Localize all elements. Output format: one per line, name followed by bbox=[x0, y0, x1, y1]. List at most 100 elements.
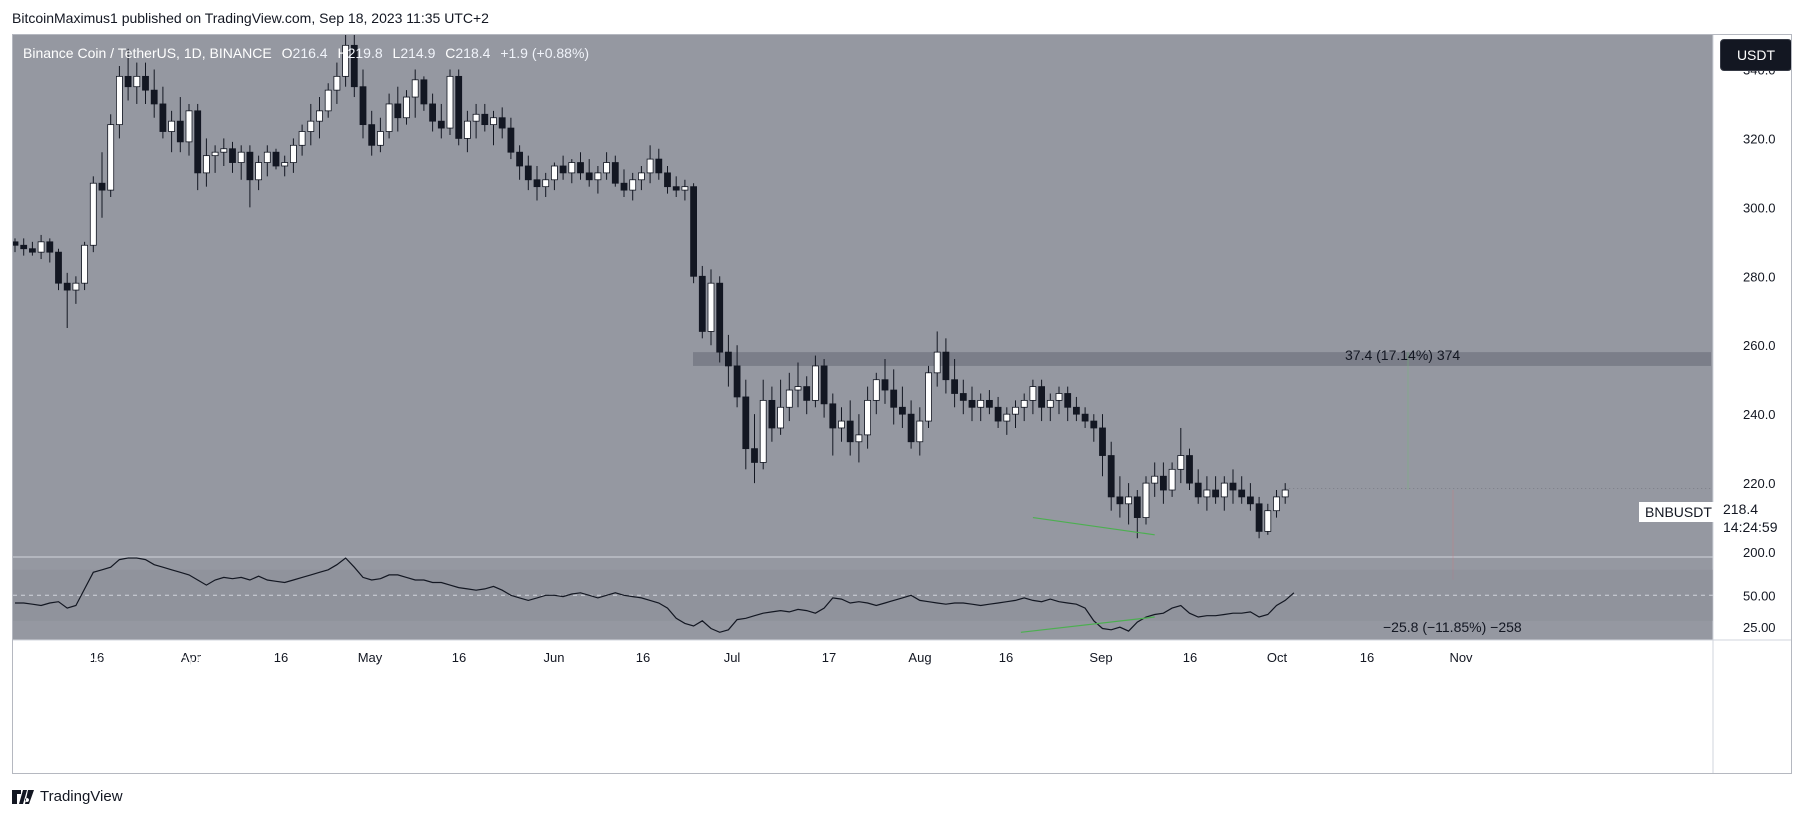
candle-body bbox=[229, 148, 236, 163]
candle-body bbox=[890, 389, 898, 408]
symbol-legend: Binance Coin / TetherUS, 1D, BINANCE O21… bbox=[23, 45, 589, 61]
candle-body bbox=[220, 148, 228, 153]
candle-body bbox=[986, 399, 993, 408]
candle-body bbox=[1255, 503, 1263, 532]
candle-body bbox=[542, 179, 550, 188]
candle-body bbox=[507, 127, 515, 153]
candle-body bbox=[1099, 427, 1106, 456]
candle-body bbox=[28, 248, 36, 253]
close-label: C bbox=[445, 45, 456, 61]
candle-body bbox=[1133, 496, 1141, 518]
candle-body bbox=[629, 179, 637, 191]
price-tag-box: 218.4 14:24:59 bbox=[1717, 498, 1791, 538]
currency-button[interactable]: USDT bbox=[1720, 39, 1791, 71]
candle-body bbox=[1220, 482, 1228, 498]
close-value: 218.4 bbox=[455, 45, 491, 61]
tradingview-brand[interactable]: TradingView bbox=[12, 788, 123, 805]
candle-body bbox=[768, 399, 776, 429]
candle-body bbox=[672, 186, 680, 191]
time-tick-label: Jul bbox=[724, 650, 741, 665]
time-tick-label: Oct bbox=[1267, 650, 1288, 665]
candle-body bbox=[733, 365, 741, 398]
candle-body bbox=[916, 420, 924, 443]
candle-body bbox=[968, 399, 976, 408]
time-tick-label: 16 bbox=[999, 650, 1013, 665]
candle-body bbox=[1264, 510, 1272, 532]
candle-body bbox=[1203, 489, 1211, 498]
candle-body bbox=[690, 186, 697, 277]
rsi-tick-label: 25.00 bbox=[1743, 620, 1776, 635]
candle-body bbox=[1107, 455, 1115, 498]
price-divergence-line bbox=[1032, 516, 1155, 536]
price-tag-countdown: 14:24:59 bbox=[1723, 519, 1778, 535]
candle-body bbox=[820, 365, 828, 405]
time-tick-label: 16 bbox=[1360, 650, 1374, 665]
candle-body bbox=[89, 182, 97, 246]
candle-body bbox=[307, 120, 315, 132]
candle-body bbox=[429, 103, 437, 122]
candle-body bbox=[585, 172, 593, 181]
candle-body bbox=[620, 182, 628, 191]
candle-body bbox=[1177, 455, 1185, 470]
candle-body bbox=[481, 113, 489, 126]
candle-body bbox=[533, 179, 541, 188]
plot-background bbox=[13, 35, 1713, 640]
candle-body bbox=[263, 151, 271, 163]
candle-body bbox=[812, 365, 819, 401]
candle-body bbox=[881, 379, 889, 391]
candle-body bbox=[116, 75, 123, 126]
candle-body bbox=[350, 44, 358, 88]
candle-body bbox=[864, 399, 871, 436]
candle-body bbox=[316, 110, 323, 122]
candle-body bbox=[37, 241, 45, 253]
candle-body bbox=[159, 103, 167, 132]
candle-body bbox=[342, 44, 350, 77]
candle-body bbox=[72, 282, 80, 291]
candle-body bbox=[707, 282, 715, 332]
candle-body bbox=[664, 172, 671, 188]
candle-body bbox=[855, 434, 863, 443]
chart-canvas[interactable]: 200.0220.0240.0260.0280.0300.0320.0340.0… bbox=[13, 35, 1791, 773]
time-axis-background bbox=[13, 640, 1713, 773]
candle-body bbox=[385, 103, 393, 132]
candle-body bbox=[107, 124, 115, 191]
candle-body bbox=[13, 241, 19, 246]
open-value: 216.4 bbox=[292, 45, 328, 61]
candle-body bbox=[1125, 496, 1132, 505]
candle-body bbox=[298, 131, 306, 146]
candle-body bbox=[846, 420, 854, 443]
price-tick-label: 280.0 bbox=[1743, 269, 1776, 284]
candle-body bbox=[959, 393, 967, 401]
candle-body bbox=[524, 165, 532, 181]
open-label: O bbox=[281, 45, 293, 61]
price-tick-label: 220.0 bbox=[1743, 476, 1776, 491]
tradingview-name: TradingView bbox=[40, 788, 123, 805]
candle-body bbox=[255, 162, 263, 181]
symbol-title: Binance Coin / TetherUS, 1D, BINANCE bbox=[23, 45, 272, 61]
rsi-tick-label: 50.00 bbox=[1743, 588, 1776, 603]
candle-body bbox=[1229, 482, 1237, 491]
candle-body bbox=[933, 351, 941, 374]
time-tick-label: 16 bbox=[452, 650, 466, 665]
time-tick-label: Nov bbox=[1449, 650, 1473, 665]
candle-body bbox=[568, 162, 576, 174]
publisher-line: BitcoinMaximus1 published on TradingView… bbox=[12, 10, 489, 26]
candle-body bbox=[403, 96, 410, 119]
time-tick-label: Aug bbox=[908, 650, 931, 665]
price-tag-price: 218.4 bbox=[1723, 501, 1759, 517]
candle-body bbox=[1081, 413, 1089, 422]
candle-body bbox=[455, 75, 463, 139]
chart-frame[interactable]: 200.0220.0240.0260.0280.0300.0320.0340.0… bbox=[12, 34, 1792, 774]
candle-body bbox=[1151, 475, 1159, 484]
candle-body bbox=[1029, 386, 1037, 401]
candle-body bbox=[872, 379, 880, 401]
candle-body bbox=[777, 406, 784, 429]
time-tick-label: 16 bbox=[274, 650, 288, 665]
time-tick-label: 16 bbox=[90, 650, 104, 665]
low-value: 214.9 bbox=[400, 45, 436, 61]
measurement-up-label: 37.4 (17.14%) 374 bbox=[1345, 347, 1461, 363]
candle-body bbox=[168, 120, 176, 132]
price-tick-label: 320.0 bbox=[1743, 131, 1776, 146]
candle-body bbox=[1194, 482, 1202, 498]
candle-body bbox=[463, 120, 471, 139]
